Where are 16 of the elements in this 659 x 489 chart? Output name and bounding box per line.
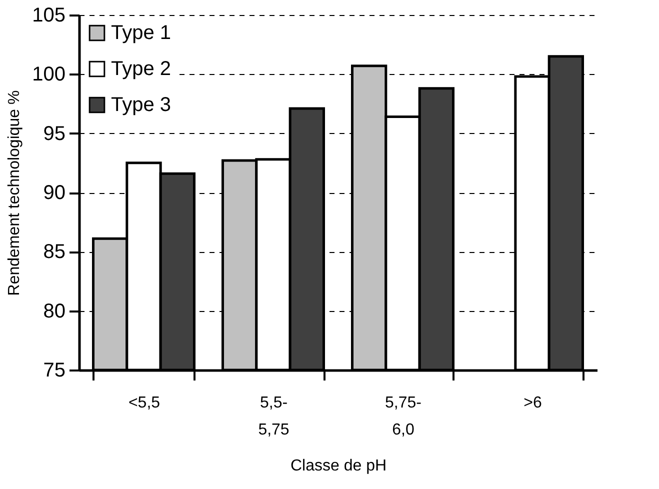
legend-label: Type 1 — [111, 22, 172, 44]
y-tick-label: 80 — [43, 300, 66, 322]
y-tick-label: 90 — [43, 182, 66, 204]
y-tick-label: 95 — [43, 122, 66, 145]
legend-label: Type 3 — [111, 94, 172, 116]
x-tick-label: 5,75-6,0 — [385, 394, 422, 438]
y-tick-label: 100 — [32, 64, 66, 86]
y-tick-label: 105 — [32, 4, 66, 26]
x-tick-label: 5,5-5,75 — [258, 394, 290, 438]
x-tick-label: >6 — [524, 394, 542, 412]
x-tick-label: <5,5 — [128, 394, 160, 412]
y-tick-label: 85 — [43, 241, 66, 264]
x-axis-title: Classe de pH — [290, 458, 387, 474]
y-tick-label: 75 — [43, 360, 66, 382]
legend-label: Type 2 — [111, 58, 172, 80]
y-axis-title: Rendement technologique % — [6, 90, 24, 296]
